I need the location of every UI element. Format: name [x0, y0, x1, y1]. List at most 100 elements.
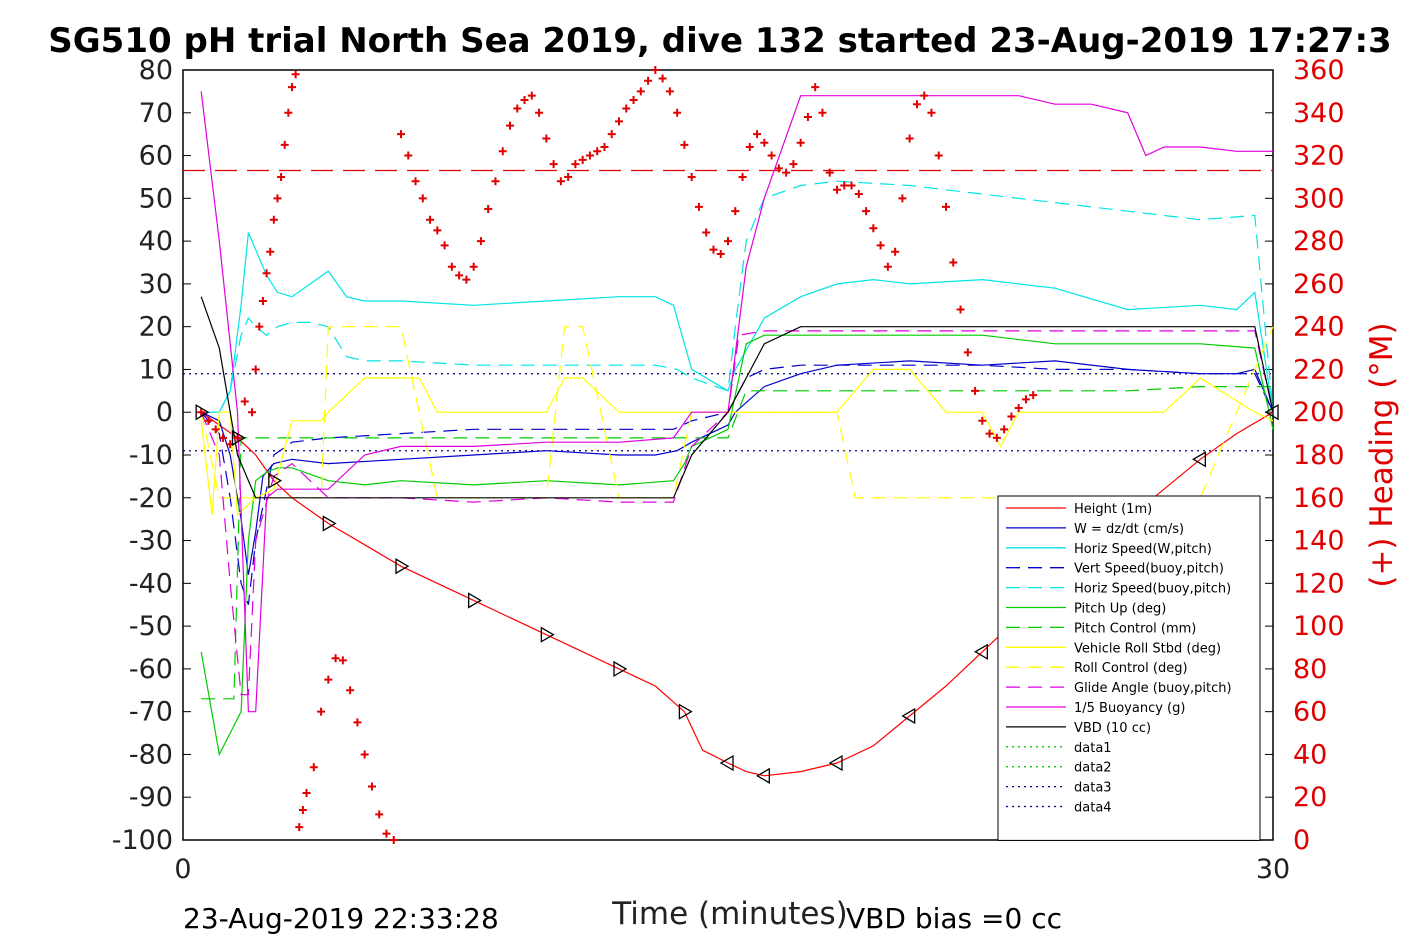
- heading-point: [542, 134, 551, 143]
- right-tick-label: 220: [1293, 354, 1345, 385]
- height-marker: [322, 515, 337, 532]
- heading-point: [615, 117, 623, 126]
- heading-point: [476, 237, 485, 246]
- heading-point: [433, 226, 442, 235]
- heading-point: [218, 433, 227, 442]
- heading-point: [847, 181, 856, 190]
- heading-point: [360, 750, 369, 759]
- heading-point: [673, 108, 682, 117]
- left-tick-label: 40: [139, 226, 173, 257]
- heading-point: [367, 782, 376, 791]
- left-tick-label: 20: [139, 312, 173, 343]
- height-marker: [719, 754, 734, 772]
- heading-point: [375, 810, 384, 819]
- right-tick-label: 20: [1293, 782, 1327, 813]
- height-marker: [1264, 404, 1279, 421]
- series-1-5-buoyancy-g: [200, 91, 1273, 713]
- heading-point: [891, 247, 900, 256]
- right-tick-label: 140: [1293, 526, 1345, 557]
- left-tick-label: -30: [129, 526, 173, 557]
- right-tick-label: 260: [1293, 269, 1345, 300]
- heading-point: [978, 416, 987, 425]
- heading-point: [862, 207, 871, 216]
- heading-point: [397, 130, 405, 139]
- height-marker: [678, 703, 693, 720]
- legend-entry: Roll Control (deg): [1074, 661, 1188, 676]
- heading-point: [724, 237, 732, 246]
- height-marker: [828, 754, 843, 772]
- left-axis: 80 70 60 50 40 30 20 10 0 -10 -20 -30 -40 -50 -60 -70 -8…: [112, 55, 1273, 856]
- left-tick-label: -80: [129, 739, 173, 770]
- chart-title: SG510 pH trial North Sea 2019, dive 132 …: [48, 21, 1391, 61]
- heading-point: [854, 190, 863, 199]
- legend-entry: Horiz Speed(W,pitch): [1074, 542, 1212, 557]
- series-layer: [200, 91, 1274, 777]
- heading-point: [317, 707, 326, 716]
- heading-point: [738, 172, 747, 181]
- right-tick-label: 160: [1293, 483, 1345, 514]
- heading-point: [578, 155, 587, 164]
- right-tick-label: 280: [1293, 226, 1345, 257]
- right-tick-label: 300: [1293, 183, 1345, 214]
- right-axis: 3603403203002802602402202001801601401201…: [1293, 55, 1345, 856]
- heading-point: [469, 262, 478, 271]
- heading-point: [956, 305, 965, 314]
- heading-point: [825, 168, 834, 177]
- heading-point: [644, 76, 653, 85]
- right-tick-label: 360: [1293, 55, 1345, 86]
- left-tick-label: 0: [156, 397, 173, 428]
- heading-point: [636, 87, 645, 96]
- heading-point: [963, 348, 972, 357]
- heading-point: [255, 322, 264, 331]
- heading-point: [905, 134, 914, 143]
- right-tick-label: 40: [1293, 739, 1327, 770]
- right-tick-label: 100: [1293, 611, 1345, 642]
- right-axis-label: (+) Heading (°M): [1364, 322, 1400, 587]
- heading-point: [949, 258, 958, 267]
- series-horiz-speed-w-pitch: [201, 232, 1274, 413]
- left-tick-label: 80: [139, 55, 173, 86]
- heading-point: [1014, 403, 1023, 412]
- heading-point: [687, 172, 696, 181]
- heading-point: [767, 151, 776, 160]
- heading-point: [1007, 412, 1016, 421]
- heading-point: [883, 262, 892, 271]
- right-tick-label: 0: [1293, 825, 1310, 856]
- x-axis-label: Time (minutes): [611, 896, 847, 932]
- legend-entry: data1: [1074, 741, 1112, 756]
- series-vehicle-roll-stbd-deg: [200, 368, 1274, 517]
- heading-point: [665, 87, 674, 96]
- right-tick-label: 120: [1293, 568, 1345, 599]
- heading-point: [992, 433, 1001, 442]
- heading-point: [251, 365, 260, 374]
- series-w-dz-dt-cm-s: [200, 360, 1274, 575]
- heading-point: [1000, 425, 1009, 434]
- heading-point: [331, 654, 340, 663]
- height-marker: [268, 472, 283, 489]
- legend-entry: Height (1m): [1074, 502, 1152, 517]
- legend-box: [997, 495, 1261, 841]
- height-marker: [613, 660, 628, 678]
- height-marker: [540, 626, 555, 643]
- heading-point: [382, 829, 391, 838]
- heading-point: [680, 140, 689, 149]
- heading-point: [302, 788, 311, 797]
- heading-point: [629, 95, 638, 104]
- heading-point: [233, 433, 242, 442]
- height-marker: [974, 643, 988, 660]
- heading-point: [1029, 391, 1038, 400]
- heading-point: [796, 138, 805, 147]
- heading-point: [258, 297, 267, 305]
- heading-point: [571, 160, 580, 169]
- heading-point: [324, 675, 333, 684]
- left-tick-label: 30: [139, 269, 173, 300]
- legend: Height (1m) W = dz/dt (cm/s) Horiz Speed(W…: [997, 495, 1261, 841]
- heading-point: [607, 130, 616, 139]
- heading-point: [277, 172, 286, 181]
- left-tick-label: -50: [129, 611, 173, 642]
- heading-point: [709, 245, 718, 254]
- height-marker: [468, 592, 482, 609]
- legend-entry: W = dz/dt (cm/s): [1074, 522, 1184, 537]
- legend-entry: data2: [1074, 761, 1112, 776]
